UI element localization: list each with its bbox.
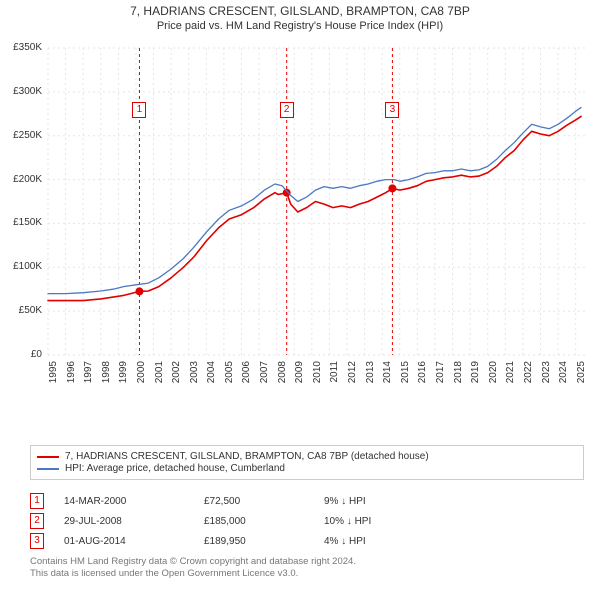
x-tick-label: 2010 [312, 361, 323, 401]
event-price-1: £72,500 [204, 496, 324, 507]
events-table: 1 14-MAR-2000 £72,500 9% ↓ HPI 2 29-JUL-… [30, 490, 570, 552]
event-line-box: 1 [132, 102, 146, 118]
event-price-2: £185,000 [204, 516, 324, 527]
x-tick-label: 2002 [171, 361, 182, 401]
legend-swatch-subject [37, 456, 59, 458]
x-tick-label: 2017 [435, 361, 446, 401]
chart-area: £0 £50K £100K £150K £200K £250K £300K £350K 199… [0, 40, 600, 405]
y-tick-label: £300K [2, 86, 42, 97]
y-tick-label: £100K [2, 261, 42, 272]
x-tick-label: 2008 [277, 361, 288, 401]
event-price-3: £189,950 [204, 536, 324, 547]
x-tick-label: 2016 [417, 361, 428, 401]
legend-label-subject: 7, HADRIANS CRESCENT, GILSLAND, BRAMPTON… [65, 451, 429, 462]
event-marker-3: 3 [30, 533, 44, 549]
x-tick-label: 2003 [189, 361, 200, 401]
event-delta-3: 4% ↓ HPI [324, 536, 444, 547]
x-tick-label: 2005 [224, 361, 235, 401]
x-tick-label: 2007 [259, 361, 270, 401]
chart-svg [0, 40, 600, 405]
event-marker-2: 2 [30, 513, 44, 529]
footer-line-2: This data is licensed under the Open Gov… [30, 568, 570, 580]
x-tick-label: 2022 [523, 361, 534, 401]
chart-title: 7, HADRIANS CRESCENT, GILSLAND, BRAMPTON… [0, 4, 600, 18]
event-date-3: 01-AUG-2014 [64, 536, 204, 547]
y-tick-label: £150K [2, 217, 42, 228]
y-tick-label: £250K [2, 130, 42, 141]
x-tick-label: 2004 [206, 361, 217, 401]
y-tick-label: £50K [2, 305, 42, 316]
x-tick-label: 1998 [101, 361, 112, 401]
footer-line-1: Contains HM Land Registry data © Crown c… [30, 556, 570, 568]
x-tick-label: 1999 [118, 361, 129, 401]
footer-attribution: Contains HM Land Registry data © Crown c… [30, 556, 570, 581]
x-tick-label: 2023 [541, 361, 552, 401]
event-marker-1: 1 [30, 493, 44, 509]
chart-subtitle: Price paid vs. HM Land Registry's House … [0, 20, 600, 32]
legend-swatch-hpi [37, 468, 59, 470]
x-tick-label: 2020 [488, 361, 499, 401]
event-row-1: 1 14-MAR-2000 £72,500 9% ↓ HPI [30, 492, 570, 510]
x-tick-label: 2009 [294, 361, 305, 401]
x-tick-label: 2021 [505, 361, 516, 401]
event-date-2: 29-JUL-2008 [64, 516, 204, 527]
event-line-box: 3 [385, 102, 399, 118]
event-line-box: 2 [280, 102, 294, 118]
event-row-3: 3 01-AUG-2014 £189,950 4% ↓ HPI [30, 532, 570, 550]
x-tick-label: 1996 [66, 361, 77, 401]
legend-label-hpi: HPI: Average price, detached house, Cumb… [65, 463, 285, 474]
legend: 7, HADRIANS CRESCENT, GILSLAND, BRAMPTON… [30, 445, 584, 480]
x-tick-label: 2015 [400, 361, 411, 401]
x-tick-label: 2013 [365, 361, 376, 401]
chart-titles: 7, HADRIANS CRESCENT, GILSLAND, BRAMPTON… [0, 0, 600, 32]
event-delta-1: 9% ↓ HPI [324, 496, 444, 507]
x-tick-label: 2019 [470, 361, 481, 401]
event-delta-2: 10% ↓ HPI [324, 516, 444, 527]
x-tick-label: 1997 [83, 361, 94, 401]
legend-item-subject: 7, HADRIANS CRESCENT, GILSLAND, BRAMPTON… [37, 451, 577, 462]
y-tick-label: £0 [2, 349, 42, 360]
x-tick-label: 2014 [382, 361, 393, 401]
x-tick-label: 2024 [558, 361, 569, 401]
x-tick-label: 2000 [136, 361, 147, 401]
y-tick-label: £200K [2, 174, 42, 185]
x-tick-label: 2011 [329, 361, 340, 401]
event-row-2: 2 29-JUL-2008 £185,000 10% ↓ HPI [30, 512, 570, 530]
legend-item-hpi: HPI: Average price, detached house, Cumb… [37, 463, 577, 474]
x-tick-label: 2001 [154, 361, 165, 401]
x-tick-label: 2012 [347, 361, 358, 401]
x-tick-label: 2006 [241, 361, 252, 401]
x-tick-label: 2025 [576, 361, 587, 401]
x-tick-label: 1995 [48, 361, 59, 401]
y-tick-label: £350K [2, 42, 42, 53]
event-date-1: 14-MAR-2000 [64, 496, 204, 507]
x-tick-label: 2018 [453, 361, 464, 401]
